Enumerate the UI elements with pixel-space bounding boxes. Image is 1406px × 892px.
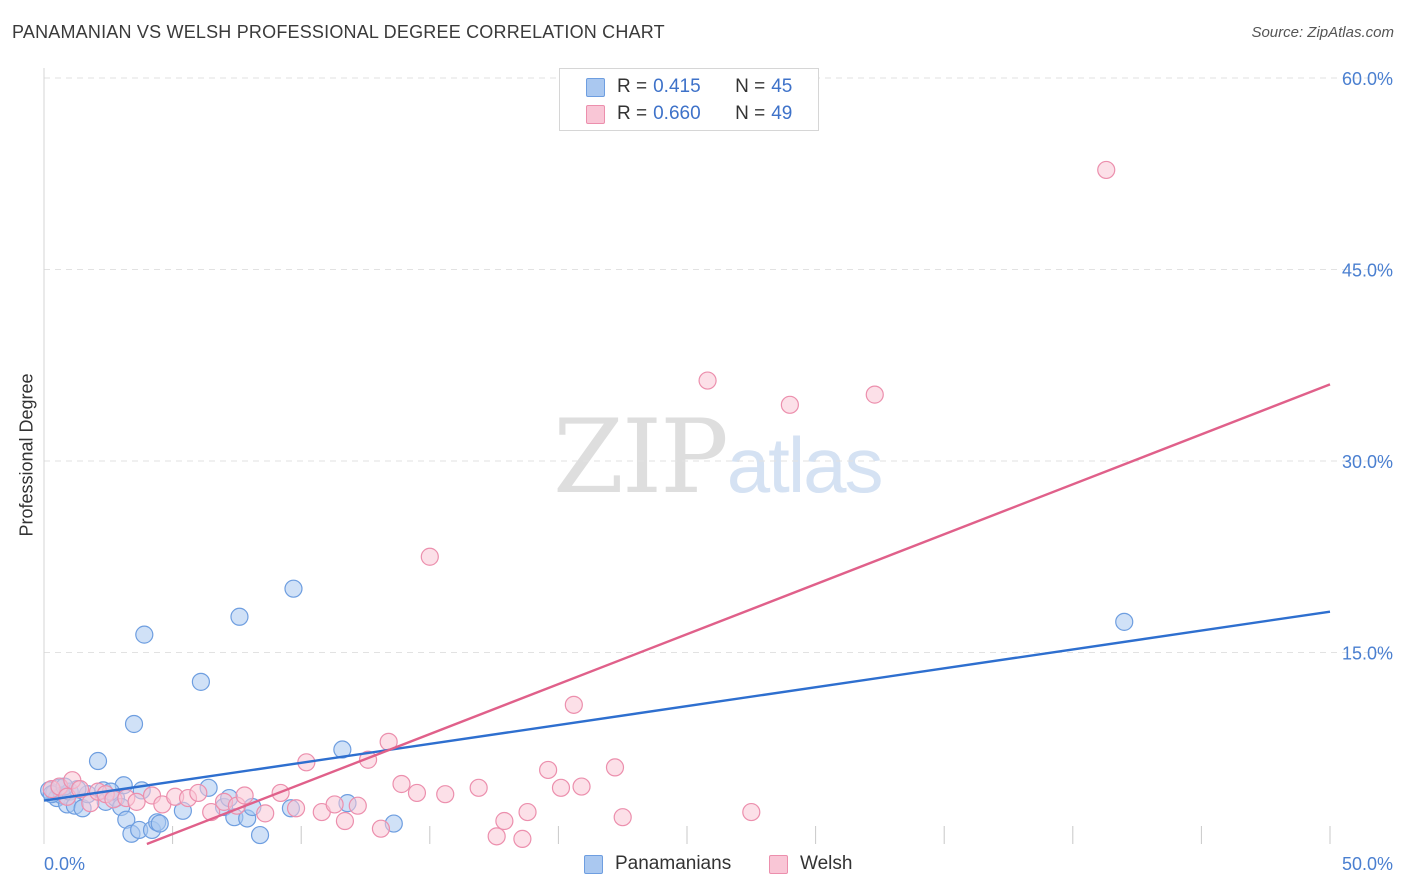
point-panamanians	[88, 751, 108, 771]
point-panamanians	[150, 814, 169, 833]
trend-line-panamanians	[43, 610, 1331, 802]
bottom-legend-swatch-panamanians	[584, 854, 603, 874]
point-welsh	[189, 783, 208, 803]
point-welsh	[127, 792, 146, 811]
point-welsh	[613, 808, 632, 827]
point-welsh	[335, 811, 355, 831]
bottom-legend-label-welsh: Welsh	[800, 853, 853, 874]
point-welsh	[407, 783, 427, 803]
point-panamanians	[230, 607, 249, 626]
legend-row-panamanians: R = 0.415 N = 45	[586, 75, 792, 99]
point-welsh	[513, 829, 532, 848]
legend-r-label: R =	[617, 76, 648, 97]
x-tick-label: 50.0%	[1342, 854, 1393, 874]
legend-r-value: 0.660	[653, 103, 701, 124]
y-tick-label: 45.0%	[1342, 261, 1393, 281]
point-welsh	[487, 827, 506, 846]
point-welsh	[698, 371, 717, 390]
axes	[43, 68, 1331, 844]
point-welsh	[469, 778, 488, 797]
trend-line-welsh	[146, 383, 1331, 846]
legend-n-value: 49	[771, 103, 793, 124]
point-welsh	[1097, 160, 1116, 180]
y-tick-label: 15.0%	[1342, 644, 1393, 664]
point-welsh	[780, 395, 799, 414]
legend-r-label: R =	[617, 103, 648, 124]
legend-swatch-welsh	[586, 104, 605, 124]
legend-swatch-panamanians	[586, 77, 605, 97]
point-welsh	[371, 819, 391, 838]
point-welsh	[572, 777, 591, 796]
point-panamanians	[191, 672, 210, 691]
legend: R = 0.415 N = 45 R = 0.660 N = 49	[559, 68, 819, 131]
point-welsh	[70, 780, 90, 799]
legend-n-label: N =	[735, 103, 766, 124]
source-label: Source: ZipAtlas.com	[1251, 24, 1394, 41]
bottom-legend-welsh: Welsh	[769, 852, 852, 876]
point-welsh	[235, 786, 254, 805]
point-welsh	[518, 802, 537, 822]
legend-row-welsh: R = 0.660 N = 49	[586, 102, 792, 126]
point-welsh	[865, 385, 884, 404]
point-welsh	[392, 774, 411, 794]
y-tick-label: 60.0%	[1342, 69, 1393, 89]
point-welsh	[436, 785, 455, 804]
point-welsh	[256, 804, 275, 823]
point-welsh	[495, 811, 514, 831]
data-points	[40, 160, 1134, 848]
trend-lines	[43, 383, 1331, 846]
tick-labels: 15.0% 30.0% 45.0% 60.0% 0.0% 50.0%	[44, 69, 1393, 874]
point-welsh	[348, 796, 367, 815]
point-panamanians	[250, 825, 270, 845]
point-panamanians	[333, 740, 352, 759]
bottom-legend-panamanians: Panamanians	[584, 852, 731, 876]
legend-r-value: 0.415	[653, 76, 701, 97]
point-panamanians	[124, 714, 144, 734]
legend-n-label: N =	[735, 76, 766, 97]
bottom-legend-label-panamanians: Panamanians	[615, 853, 732, 874]
point-welsh	[420, 547, 439, 566]
x-tick-label: 0.0%	[44, 854, 85, 874]
grid	[44, 77, 1392, 653]
point-welsh	[551, 778, 571, 797]
point-panamanians	[284, 579, 303, 598]
point-welsh	[325, 795, 344, 814]
point-panamanians	[135, 625, 154, 644]
point-welsh	[605, 758, 625, 777]
point-panamanians	[1115, 612, 1134, 631]
bottom-legend-swatch-welsh	[769, 854, 788, 874]
point-welsh	[742, 802, 761, 822]
legend-n-value: 45	[771, 76, 793, 97]
point-welsh	[286, 799, 306, 818]
point-welsh	[539, 760, 558, 780]
y-tick-label: 30.0%	[1342, 452, 1393, 472]
chart-title: PANAMANIAN VS WELSH PROFESSIONAL DEGREE …	[12, 22, 665, 42]
point-welsh	[564, 695, 583, 714]
